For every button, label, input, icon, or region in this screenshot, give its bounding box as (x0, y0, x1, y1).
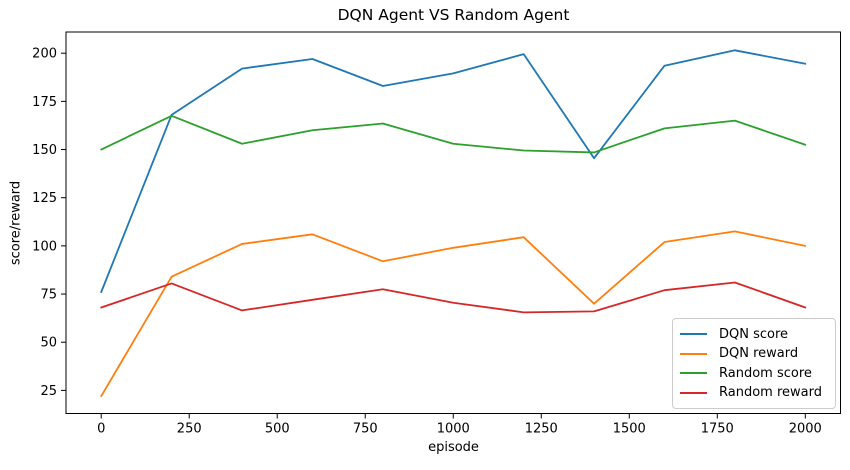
series-line-random-reward (100, 281, 807, 314)
y-tick-label: 200 (32, 47, 57, 62)
series-line-dqn-score (100, 49, 807, 294)
x-tick-label: 750 (353, 422, 378, 437)
legend-line-swatch (680, 391, 707, 394)
legend-line-swatch (680, 352, 707, 355)
x-tick-label: 1000 (437, 422, 470, 437)
x-tick-label: 1750 (701, 422, 734, 437)
series-line-dqn-reward (100, 230, 807, 398)
y-tick-label: 175 (32, 95, 57, 110)
x-tick-label: 1500 (613, 422, 646, 437)
x-tick-label: 0 (97, 422, 105, 437)
y-tick-label: 100 (32, 239, 57, 254)
y-tick-label: 125 (32, 191, 57, 206)
chart-title: DQN Agent VS Random Agent (337, 6, 570, 24)
legend-label: Random reward (719, 385, 822, 401)
series-line-random-score (100, 114, 807, 154)
legend-entry: Random score (680, 364, 835, 384)
y-tick-label: 50 (40, 336, 57, 351)
legend-line-swatch (680, 372, 707, 375)
x-axis-label: episode (428, 440, 479, 455)
x-tick-label: 2000 (789, 422, 822, 437)
legend-line-swatch (680, 333, 707, 336)
x-tick-label: 1250 (525, 422, 558, 437)
legend-entry: DQN score (680, 325, 835, 345)
x-tick-label: 500 (265, 422, 290, 437)
x-tick-label: 250 (177, 422, 202, 437)
y-tick-label: 25 (40, 384, 57, 399)
legend-entry: Random reward (680, 383, 835, 403)
legend-label: DQN reward (719, 346, 799, 362)
legend: DQN score DQN reward Random score Random re… (672, 318, 836, 409)
y-tick-label: 75 (40, 288, 57, 303)
y-tick-label: 150 (32, 143, 57, 158)
legend-label: Random score (719, 365, 812, 381)
legend-entry: DQN reward (680, 344, 835, 364)
legend-label: DQN score (719, 326, 789, 342)
